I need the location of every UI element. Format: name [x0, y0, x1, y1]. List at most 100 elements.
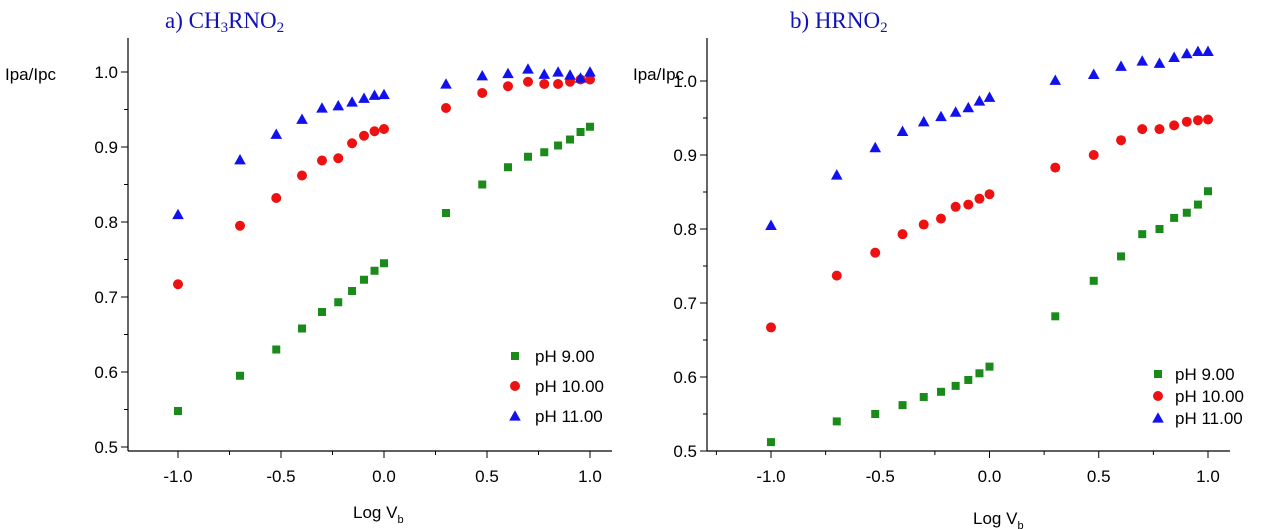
data-point — [985, 362, 994, 371]
data-point — [316, 155, 327, 166]
y-tick-label: 0.8 — [94, 213, 118, 232]
x-axis-label: Log Vb — [353, 503, 404, 526]
data-point — [767, 438, 775, 447]
chart-title: b) HRNO2 — [790, 8, 888, 36]
data-point — [1181, 116, 1192, 127]
x-axis-label-main: Log V — [353, 503, 398, 522]
chart-title-subscript: 2 — [880, 20, 888, 36]
y-tick-label: 0.8 — [673, 220, 697, 239]
data-point — [869, 141, 882, 153]
y-tick-label: 1.0 — [673, 72, 697, 91]
data-point — [358, 92, 370, 103]
data-point — [1182, 208, 1191, 217]
data-point — [830, 169, 843, 180]
data-point — [896, 125, 909, 136]
data-point — [1192, 115, 1203, 126]
x-tick-label: 1.0 — [1196, 467, 1220, 486]
data-point — [235, 220, 246, 231]
legend: pH 9.00 pH 10.00 pH 11.00 — [1152, 365, 1244, 428]
data-point — [553, 79, 564, 89]
data-point — [983, 91, 996, 102]
data-point — [296, 113, 308, 124]
data-point — [346, 96, 358, 107]
data-point — [298, 324, 307, 333]
data-point — [1049, 74, 1062, 85]
data-point — [369, 126, 380, 137]
data-point — [765, 219, 777, 230]
data-point — [368, 89, 381, 100]
data-point — [1136, 55, 1149, 66]
legend-label: pH 10.00 — [1175, 387, 1244, 406]
x-axis-label: Log Vb — [973, 509, 1024, 529]
data-point — [552, 66, 564, 77]
series-triangle — [765, 45, 1214, 230]
data-point — [174, 407, 182, 415]
data-point — [766, 322, 776, 333]
data-point — [1154, 124, 1165, 135]
data-point — [379, 124, 389, 134]
data-point — [950, 201, 961, 212]
data-point — [370, 266, 379, 275]
data-point — [936, 387, 945, 396]
data-point — [554, 141, 563, 150]
data-point — [949, 106, 962, 117]
legend-marker — [1154, 370, 1162, 378]
series-square — [767, 187, 1212, 447]
legend-marker — [511, 352, 519, 360]
data-point — [503, 81, 514, 92]
legend-marker — [510, 381, 520, 391]
data-point — [236, 371, 245, 380]
data-point — [1204, 187, 1212, 196]
x-axis-label-main: Log V — [973, 509, 1018, 528]
data-point — [334, 298, 343, 307]
chart-title: a) CH3RNO2 — [165, 8, 284, 36]
chart-title-main: a) CH — [165, 8, 221, 33]
data-point — [173, 279, 183, 290]
data-point — [984, 189, 995, 200]
series-square — [174, 122, 594, 415]
x-tick-label: -1.0 — [163, 467, 192, 486]
data-point — [1138, 230, 1147, 239]
data-point — [539, 79, 550, 89]
data-point — [1089, 276, 1098, 285]
data-point — [441, 103, 452, 113]
data-point — [522, 76, 533, 87]
data-point — [442, 209, 451, 217]
chart-panel-b: 0.5 0.6 0.7 0.8 0.9 1.0 -1.0 -0.5 0.0 0.5 1.0 b) HR… — [633, 8, 1244, 529]
x-axis-label-subscript: b — [1017, 520, 1023, 529]
y-tick-label: 0.5 — [94, 438, 118, 457]
data-point — [271, 193, 282, 203]
chart-title-subscript-2: 2 — [277, 20, 285, 36]
x-tick-label: 0.0 — [372, 467, 396, 486]
data-point — [502, 67, 514, 79]
y-tick-label: 0.9 — [94, 138, 118, 157]
x-tick-label: -1.0 — [756, 467, 785, 486]
data-point — [1202, 45, 1214, 57]
data-point — [897, 229, 908, 240]
legend-label: pH 11.00 — [535, 407, 603, 426]
data-point — [951, 381, 960, 390]
data-point — [576, 128, 585, 136]
x-tick-label: 1.0 — [578, 467, 602, 486]
x-axis-label-subscript: b — [397, 514, 403, 526]
legend-marker — [1153, 391, 1163, 401]
legend-label: pH 10.00 — [535, 377, 604, 396]
data-point — [1051, 312, 1060, 321]
y-axis-label: Ipa/Ipc — [5, 65, 57, 84]
data-point — [540, 148, 549, 157]
data-point — [1170, 213, 1179, 222]
data-point — [1087, 68, 1100, 79]
data-point — [962, 101, 975, 113]
data-point — [1137, 124, 1148, 135]
chart-title-rest: RNO — [228, 8, 277, 33]
data-point — [1192, 45, 1204, 57]
data-point — [1169, 120, 1180, 131]
data-point — [1153, 57, 1166, 68]
data-point — [898, 401, 907, 410]
data-point — [974, 193, 985, 204]
x-tick-label: 0.5 — [475, 467, 499, 486]
y-tick-label: 0.7 — [673, 294, 697, 313]
y-tick-label: 0.7 — [94, 288, 118, 307]
data-point — [574, 72, 587, 83]
